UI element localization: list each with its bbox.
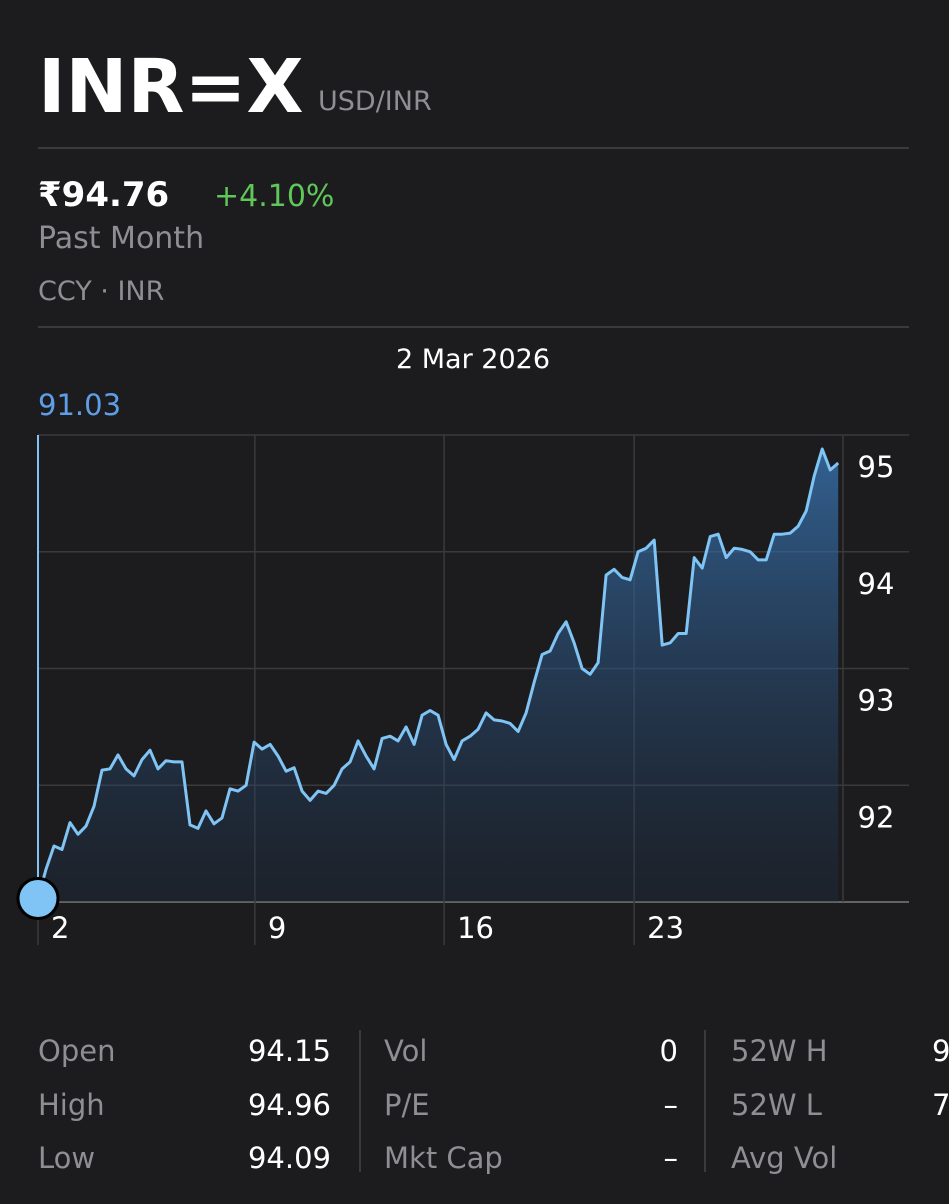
stat-label: High	[38, 1088, 105, 1122]
selected-date: 2 Mar 2026	[396, 344, 550, 375]
stat-value: 94.96	[248, 1088, 331, 1122]
stat-value: 0	[660, 1034, 678, 1068]
stat-value: 94.15	[248, 1034, 331, 1068]
chart: 92 93 94 95 2 9 16 23	[16, 434, 909, 945]
cursor-dot	[16, 876, 60, 920]
area	[38, 449, 839, 902]
stat-label: Low	[38, 1141, 95, 1175]
period: Past Month	[38, 221, 204, 256]
company-name: USD/INR	[318, 86, 432, 117]
stat-value: –	[664, 1141, 679, 1175]
x-tick-label: 2	[51, 911, 69, 945]
stat-label: Avg Vol	[731, 1141, 837, 1175]
x-tick-label: 9	[268, 911, 286, 945]
price-line	[36, 447, 840, 899]
stat-label: P/E	[384, 1088, 430, 1122]
stat-value: 7	[932, 1088, 949, 1122]
stat-label: 52W H	[731, 1034, 828, 1068]
stat-label: Open	[38, 1034, 115, 1068]
x-tick-label: 16	[457, 911, 494, 945]
change: +4.10%	[214, 179, 334, 214]
y-tick-label: 93	[858, 684, 895, 718]
stat-label: Vol	[384, 1034, 427, 1068]
stat-value: 9	[932, 1034, 949, 1068]
stats: Open 94.15 High 94.96 Low 94.09 Vol 0 P/E – Mkt Ca…	[38, 1030, 949, 1175]
stat-label: 52W L	[731, 1088, 822, 1122]
y-tick-label: 95	[858, 450, 895, 484]
stat-label: Mkt Cap	[384, 1141, 503, 1175]
stat-value: –	[664, 1088, 679, 1122]
price: ₹94.76	[38, 175, 169, 215]
y-tick-label: 92	[858, 800, 895, 834]
ticker: INR=X	[38, 44, 304, 130]
y-tick-label: 94	[858, 567, 895, 601]
stat-value: 94.09	[248, 1141, 331, 1175]
selected-value: 91.03	[38, 388, 121, 422]
exchange: CCY · INR	[38, 276, 164, 307]
x-tick-label: 23	[647, 911, 684, 945]
